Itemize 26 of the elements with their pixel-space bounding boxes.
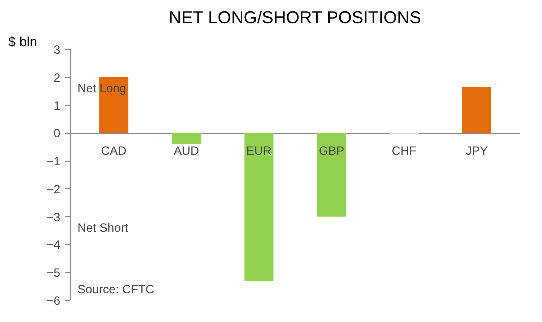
y-tick-label: 2 — [54, 70, 61, 85]
y-tick-label: −6 — [46, 294, 61, 308]
y-tick-label: −1 — [46, 154, 61, 169]
y-tick-label: −4 — [46, 238, 61, 252]
bar — [244, 133, 274, 281]
y-tick-label: 3 — [54, 43, 61, 57]
annotation: Net Short — [78, 220, 130, 235]
bar — [100, 77, 129, 134]
x-tick-label: CAD — [101, 144, 128, 158]
y-tick-label: −5 — [46, 266, 61, 280]
x-tick-label: CHF — [392, 144, 417, 158]
y-tick-label: 0 — [54, 126, 61, 141]
x-tick-label: EUR — [246, 144, 272, 158]
annotation: Source: CFTC — [78, 282, 155, 296]
bar — [172, 133, 202, 144]
x-tick-label: AUD — [174, 144, 200, 158]
chart-title: NET LONG/SHORT POSITIONS — [169, 8, 422, 28]
y-axis-title: $ bln — [8, 34, 38, 50]
y-tick-label: −2 — [46, 182, 61, 196]
annotation: Net Long — [78, 82, 126, 96]
y-tick-label: −3 — [46, 210, 61, 224]
x-tick-label: GBP — [319, 144, 344, 158]
bar — [317, 133, 346, 217]
y-tick-label: 1 — [54, 98, 61, 113]
x-tick-label: JPY — [466, 144, 488, 158]
bar — [462, 87, 492, 134]
